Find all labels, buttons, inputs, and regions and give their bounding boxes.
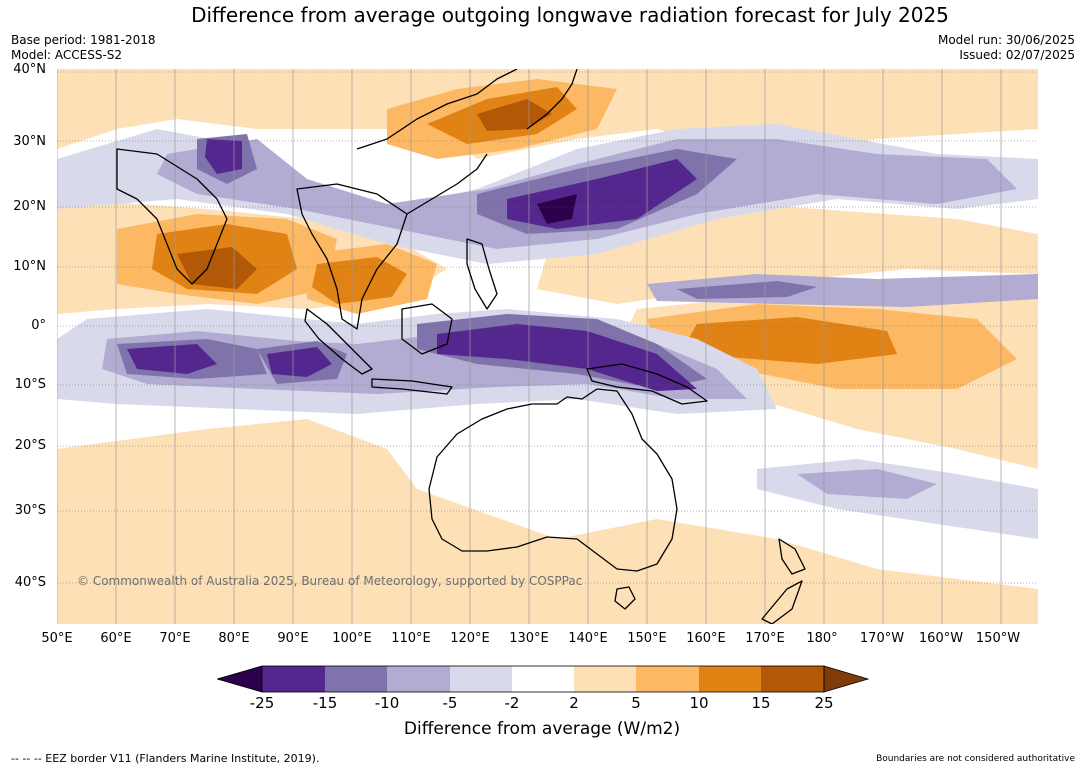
lat-label-20n: 20°N bbox=[13, 199, 46, 214]
base-period: Base period: 1981-2018 bbox=[11, 33, 156, 47]
japan-coastline bbox=[526, 69, 578, 130]
lon-label-110e: 110°E bbox=[391, 631, 431, 646]
negative-anomaly-region bbox=[647, 274, 1038, 307]
lon-label-150e: 150°E bbox=[627, 631, 667, 646]
colorbar-tick: -2 bbox=[504, 694, 520, 712]
java-coastline bbox=[371, 378, 453, 395]
lon-label-120e: 120°E bbox=[450, 631, 490, 646]
colorbar-tick: -10 bbox=[374, 694, 400, 712]
lat-label-10n: 10°N bbox=[13, 259, 46, 274]
lon-label-90e: 90°E bbox=[277, 631, 309, 646]
olr-anomaly-map: © Commonwealth of Australia 2025, Bureau… bbox=[57, 69, 1038, 624]
positive-anomaly-region bbox=[312, 257, 407, 304]
lat-label-10s: 10°S bbox=[14, 377, 46, 392]
boundaries-disclaimer: Boundaries are not considered authoritat… bbox=[876, 754, 1075, 764]
meta-left: Base period: 1981-2018 Model: ACCESS-S2 bbox=[11, 33, 156, 63]
lon-label-140e: 140°E bbox=[568, 631, 608, 646]
positive-anomaly-region bbox=[687, 317, 897, 364]
colorbar-over-arrow bbox=[823, 665, 869, 693]
lat-label-20s: 20°S bbox=[14, 438, 46, 453]
meta-right: Model run: 30/06/2025 Issued: 02/07/2025 bbox=[938, 33, 1075, 63]
positive-anomaly-region bbox=[57, 419, 1038, 624]
colorbar-bin bbox=[387, 666, 450, 692]
lon-label-150w: 150°W bbox=[975, 631, 1021, 646]
china-coastline bbox=[356, 69, 518, 215]
colorbar-label: Difference from average (W/m2) bbox=[403, 719, 681, 739]
colorbar-bin bbox=[325, 666, 387, 692]
colorbar-tick: 10 bbox=[689, 694, 709, 712]
new-guinea-coastline bbox=[586, 363, 708, 405]
coastlines bbox=[116, 69, 806, 624]
negative-anomaly-region bbox=[537, 194, 577, 224]
negative-anomaly-region bbox=[127, 344, 217, 374]
model-run: Model run: 30/06/2025 bbox=[937, 33, 1075, 47]
australia-coastline bbox=[428, 388, 678, 572]
meridians bbox=[57, 69, 1002, 624]
lat-label-30n: 30°N bbox=[13, 134, 46, 149]
colorbar-bin bbox=[636, 666, 699, 692]
colorbar-tick: 5 bbox=[631, 694, 641, 712]
lon-label-100e: 100°E bbox=[332, 631, 372, 646]
negative-anomaly-region bbox=[677, 281, 817, 299]
lon-label-160w: 160°W bbox=[918, 631, 964, 646]
issued-date: Issued: 02/07/2025 bbox=[959, 48, 1075, 62]
lat-label-40s: 40°S bbox=[14, 575, 46, 590]
lon-label-170w: 170°W bbox=[859, 631, 905, 646]
copyright-notice: © Commonwealth of Australia 2025, Bureau… bbox=[77, 574, 583, 588]
positive-anomaly-region bbox=[477, 99, 552, 131]
colorbar bbox=[217, 665, 869, 693]
anomaly-fields bbox=[57, 69, 1038, 624]
tasmania-coastline bbox=[614, 586, 636, 610]
colorbar-under-arrow bbox=[217, 665, 263, 693]
negative-anomaly-region bbox=[205, 139, 242, 174]
colorbar-tick: 25 bbox=[814, 694, 834, 712]
colorbar-bin bbox=[450, 666, 512, 692]
lon-label-80e: 80°E bbox=[218, 631, 250, 646]
negative-anomaly-region bbox=[757, 459, 1038, 539]
lat-label-0: 0° bbox=[31, 318, 46, 333]
lon-label-160e: 160°E bbox=[686, 631, 726, 646]
colorbar-tick: -15 bbox=[312, 694, 338, 712]
lat-label-40n: 40°N bbox=[13, 62, 46, 77]
philippines-coastline bbox=[466, 238, 498, 310]
map-title: Difference from average outgoing longwav… bbox=[191, 3, 949, 27]
colorbar-bin bbox=[512, 666, 574, 692]
negative-anomaly-region bbox=[797, 469, 937, 499]
lon-label-130e: 130°E bbox=[509, 631, 549, 646]
colorbar-bin bbox=[761, 666, 824, 692]
model-name: Model: ACCESS-S2 bbox=[11, 48, 123, 62]
lon-label-170e: 170°E bbox=[745, 631, 785, 646]
lon-label-180: 180° bbox=[806, 631, 838, 646]
borneo-coastline bbox=[401, 303, 453, 355]
india-coastline bbox=[116, 148, 228, 285]
lon-label-70e: 70°E bbox=[159, 631, 191, 646]
colorbar-bin bbox=[699, 666, 761, 692]
negative-anomaly-region bbox=[437, 324, 697, 391]
colorbar-outline bbox=[261, 665, 825, 693]
lat-label-30s: 30°S bbox=[14, 503, 46, 518]
indochina-coastline bbox=[296, 183, 408, 330]
map-canvas bbox=[57, 69, 1038, 624]
lon-label-60e: 60°E bbox=[100, 631, 132, 646]
colorbar-bin bbox=[574, 666, 636, 692]
colorbar-bin bbox=[262, 666, 325, 692]
colorbar-tick: 15 bbox=[751, 694, 771, 712]
lon-label-50e: 50°E bbox=[41, 631, 73, 646]
negative-anomaly-region bbox=[267, 347, 332, 377]
colorbar-tick: -25 bbox=[249, 694, 275, 712]
colorbar-tick: -5 bbox=[442, 694, 458, 712]
sumatra-coastline bbox=[304, 308, 373, 375]
new-zealand-coastline bbox=[761, 538, 806, 624]
eez-footnote: -- -- -- EEZ border V11 (Flanders Marine… bbox=[11, 752, 320, 765]
colorbar-tick: 2 bbox=[569, 694, 579, 712]
